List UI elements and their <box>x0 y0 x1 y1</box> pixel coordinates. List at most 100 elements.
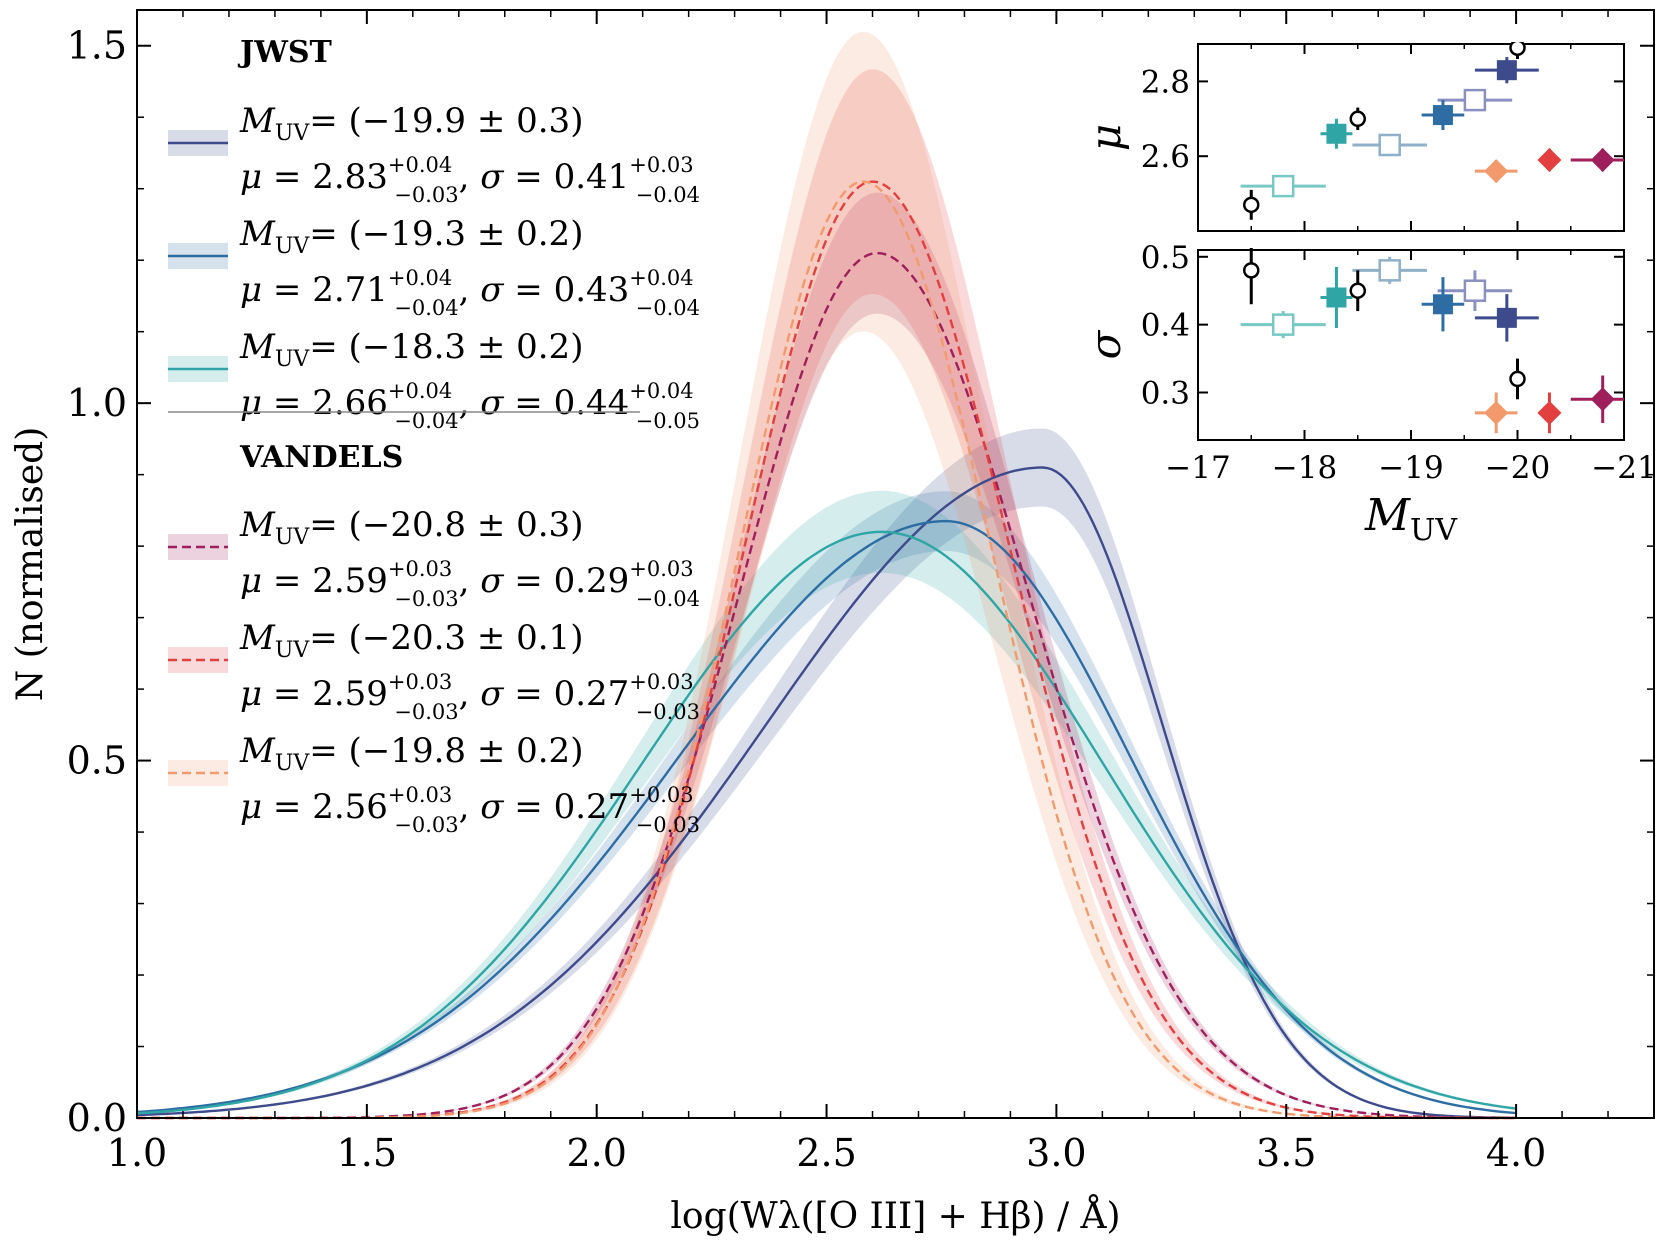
inset-ylabel-sigma: σ <box>1081 329 1130 359</box>
main-axes: 1.0 1.5 2.0 2.5 3.0 3.5 4.0 0.0 0.5 1.0 1.5 log(Wλ(… <box>10 9 1655 1237</box>
x-tick-label: 3.5 <box>1256 1131 1316 1175</box>
inset-point <box>1320 266 1353 329</box>
legend-params-J1: μ = 2.83+0.04 −0.03, σ = 0.41+0.03 −0.04 <box>240 153 700 207</box>
inset-point <box>1243 189 1260 220</box>
error-bands <box>137 31 1517 1119</box>
legend: JWST MUV= (−19.9 ± 0.3) μ = 2.83+0.04 −0.03… <box>168 35 700 837</box>
inset-y-tick-label: 2.6 <box>1141 139 1190 175</box>
x-tick-label: 3.0 <box>1026 1131 1086 1175</box>
legend-muv-J2: MUV= (−19.3 ± 0.2) <box>239 214 583 259</box>
inset-y-tick-label: 0.4 <box>1141 308 1190 344</box>
inset-frame-mu <box>1197 43 1625 232</box>
inset-point <box>1320 118 1353 149</box>
inset-point <box>1474 159 1518 184</box>
square-marker <box>1496 60 1517 81</box>
inset-point <box>1509 42 1526 59</box>
inset-point <box>1352 133 1427 157</box>
open-circle-marker <box>1243 196 1260 214</box>
inset-point <box>1437 88 1513 112</box>
inset-point <box>1421 100 1465 131</box>
band-V2 <box>137 69 1517 1119</box>
line-J3 <box>136 530 1517 1115</box>
square-marker <box>1326 123 1347 144</box>
y-tick-label: 1.0 <box>67 381 127 425</box>
open-square-marker <box>1378 259 1401 282</box>
diamond-marker <box>1590 147 1615 172</box>
diamond-marker <box>1537 400 1562 425</box>
y-axis-label: N (normalised) <box>10 427 51 702</box>
inset-point <box>1474 392 1518 434</box>
inset-x-tick-label: −18 <box>1272 450 1337 486</box>
inset-point <box>1537 392 1562 434</box>
inset-point <box>1352 256 1427 284</box>
legend-muv-V3: MUV= (−19.8 ± 0.2) <box>239 731 583 776</box>
inset-point <box>1349 107 1366 131</box>
x-tick-label: 1.5 <box>337 1131 397 1175</box>
inset-y-tick-label: 2.8 <box>1141 64 1190 100</box>
square-marker <box>1326 287 1347 308</box>
legend-params-V3: μ = 2.56+0.03 −0.03, σ = 0.27+0.03 −0.03 <box>240 783 700 837</box>
plot-frame <box>136 9 1655 1119</box>
open-square-marker <box>1271 174 1295 198</box>
inset-x-tick-label: −20 <box>1485 450 1550 486</box>
x-tick-label: 1.0 <box>107 1131 167 1175</box>
inset-point <box>1349 270 1366 312</box>
legend-muv-J1: MUV= (−19.9 ± 0.3) <box>239 101 583 146</box>
y-tick-label: 1.5 <box>67 24 127 68</box>
open-circle-marker <box>1349 110 1366 128</box>
inset-point <box>1474 57 1539 84</box>
diamond-marker <box>1590 387 1615 412</box>
legend-title-JWST: JWST <box>237 35 333 70</box>
square-marker <box>1496 307 1517 328</box>
open-circle-marker <box>1509 42 1526 56</box>
inset-x-axis-label: MUV <box>1364 490 1458 548</box>
x-axis-label: log(Wλ([O III] + Hβ) / Å) <box>670 1195 1120 1237</box>
inset-point <box>1437 270 1513 312</box>
inset-panels: 2.6 2.8 μ 0.3 0.4 0.5 σ −17 −18 −19 −20 −21 MUV <box>1081 42 1657 548</box>
open-square-marker <box>1378 133 1401 157</box>
open-circle-marker <box>1509 370 1526 388</box>
inset-point <box>1570 375 1624 424</box>
inset-x-tick-label: −19 <box>1378 450 1443 486</box>
inset-points-sigma <box>1240 248 1624 434</box>
x-tick-label: 2.5 <box>796 1131 856 1175</box>
inset-ylabel-mu: μ <box>1081 124 1130 151</box>
legend-params-V1: μ = 2.59+0.03 −0.03, σ = 0.29+0.03 −0.04 <box>240 557 700 611</box>
x-tick-label: 2.0 <box>566 1131 626 1175</box>
y-tick-label: 0.5 <box>67 739 127 783</box>
open-square-marker <box>1463 279 1487 302</box>
legend-params-J3: μ = 2.66+0.04 −0.04, σ = 0.44+0.04 −0.05 <box>240 379 700 433</box>
legend-muv-J3: MUV= (−18.3 ± 0.2) <box>239 327 583 372</box>
band-V3 <box>137 31 1517 1119</box>
inset-x-tick-label: −17 <box>1165 450 1230 486</box>
line-J1 <box>136 466 1517 1119</box>
legend-params-J2: μ = 2.71+0.04 −0.04, σ = 0.43+0.04 −0.04 <box>240 266 700 320</box>
inset-point <box>1570 147 1624 172</box>
diamond-marker <box>1484 159 1509 184</box>
open-square-marker <box>1271 313 1295 336</box>
open-square-marker <box>1463 88 1487 112</box>
inset-point <box>1243 248 1260 305</box>
inset-point <box>1474 294 1539 342</box>
legend-muv-V2: MUV= (−20.3 ± 0.1) <box>239 618 583 663</box>
inset-x-tick-label: −21 <box>1591 450 1656 486</box>
legend-params-V2: μ = 2.59+0.03 −0.03, σ = 0.27+0.03 −0.03 <box>240 670 700 724</box>
open-circle-marker <box>1243 262 1260 279</box>
inset-point <box>1509 358 1526 400</box>
y-tick-label: 0.0 <box>67 1096 127 1140</box>
inset-point <box>1240 174 1326 198</box>
square-marker <box>1432 105 1453 126</box>
inset-y-tick-label: 0.5 <box>1141 240 1190 276</box>
inset-point <box>1537 147 1562 172</box>
inset-points-mu <box>1240 42 1624 220</box>
diamond-marker <box>1484 400 1509 425</box>
inset-point <box>1421 277 1465 332</box>
legend-muv-V1: MUV= (−20.8 ± 0.3) <box>239 505 583 550</box>
x-tick-label: 4.0 <box>1486 1131 1546 1175</box>
diamond-marker <box>1537 147 1562 172</box>
inset-y-tick-label: 0.3 <box>1141 376 1190 412</box>
inset-point <box>1240 311 1326 339</box>
square-marker <box>1432 294 1453 315</box>
open-circle-marker <box>1349 282 1366 299</box>
